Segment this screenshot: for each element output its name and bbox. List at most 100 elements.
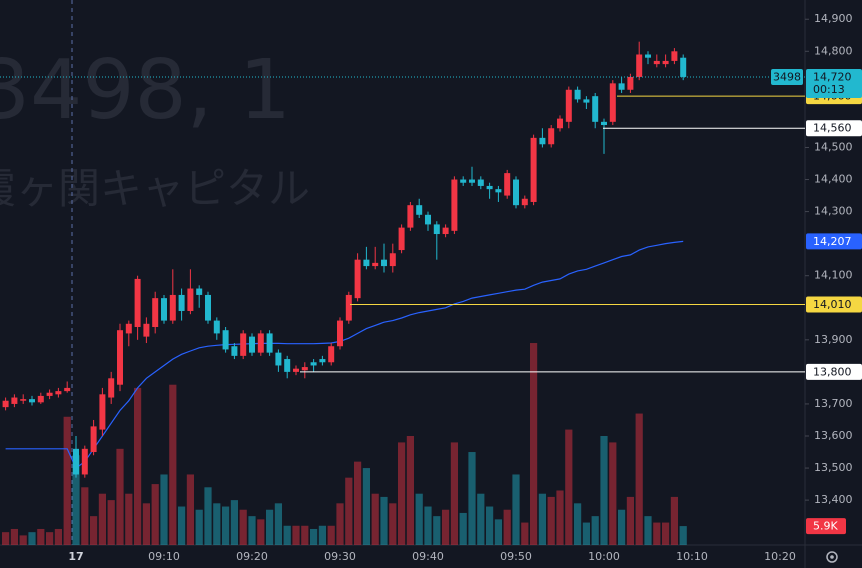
volume-bar (230, 500, 238, 545)
vwap-label-bg (806, 233, 862, 250)
candle-body (592, 96, 599, 122)
y-tick-label: 13,500 (814, 461, 853, 474)
volume-bar (222, 506, 230, 545)
volume-bar (406, 436, 414, 545)
volume-bar (310, 528, 318, 545)
candle-body (583, 99, 590, 103)
settings-icon[interactable] (826, 551, 838, 563)
candle-body (257, 333, 264, 353)
candle-body (398, 227, 405, 251)
volume-bar (459, 512, 467, 545)
last-price-label: 14,720 (813, 70, 852, 83)
volume-bar (547, 496, 555, 545)
candle-body (653, 60, 660, 65)
candle-body (240, 333, 247, 356)
candle-body (671, 51, 678, 61)
candle-body (284, 359, 291, 372)
candle-body (55, 391, 62, 395)
volume-bar (679, 526, 687, 545)
volume-bar (160, 474, 168, 545)
symbol-tag: 3498 (773, 70, 801, 83)
volume-bar (283, 525, 291, 545)
volume-label-bg (806, 518, 846, 535)
volume-bar (538, 493, 546, 545)
volume-bar (134, 387, 142, 545)
volume-bar (10, 528, 18, 545)
volume-bar (521, 522, 529, 545)
volume-bar (503, 509, 511, 545)
volume-bar (398, 442, 406, 545)
candle-body (521, 198, 528, 206)
candle-body (416, 205, 423, 215)
candle-body (574, 89, 581, 100)
volume-bar (318, 525, 326, 545)
candle-body (37, 395, 44, 403)
candle-body (196, 288, 203, 295)
volume-bar (415, 493, 423, 545)
volume-bar (257, 519, 265, 545)
candle-body (99, 394, 106, 430)
volume-bar (266, 509, 274, 545)
candle-body (354, 259, 361, 299)
volume-bar (142, 503, 150, 545)
x-tick-label: 09:30 (324, 550, 356, 563)
y-tick-label: 14,400 (814, 173, 853, 186)
y-tick-label: 14,900 (814, 12, 853, 25)
candles (2, 41, 687, 478)
candle-body (134, 278, 141, 327)
volume-bar (380, 496, 388, 545)
candle-body (213, 320, 220, 334)
candle-body (433, 224, 440, 235)
countdown: 00:13 (813, 83, 845, 96)
candle-body (275, 352, 282, 366)
volume-bar (662, 522, 670, 545)
volume-bar (556, 490, 564, 545)
volume-bar (477, 493, 485, 545)
candle-body (539, 137, 546, 145)
candle-body (152, 298, 159, 327)
candle-body (345, 294, 352, 321)
volume-bar (90, 516, 98, 545)
candle-body (662, 60, 669, 65)
vwap-label: 14,207 (813, 235, 852, 248)
volume-bar (1, 532, 10, 545)
watermark-symbol: 3498, 1 (0, 43, 291, 138)
candle-body (557, 118, 563, 129)
volume-bar (486, 506, 494, 545)
candle-body (460, 179, 467, 183)
volume-bar (530, 343, 538, 545)
candle-body (187, 288, 194, 311)
settings-gear[interactable] (826, 551, 838, 563)
symbol-tag-bg (771, 68, 803, 85)
candle-body (504, 173, 511, 196)
volume-bar (565, 429, 573, 545)
volume-bar (204, 487, 212, 545)
volume-bar (600, 436, 608, 545)
volume-bar (81, 487, 89, 545)
candle-body (636, 54, 643, 77)
candle-body (143, 323, 150, 337)
candle-body (337, 320, 343, 347)
settings-dot[interactable] (830, 555, 834, 559)
candle-body (11, 397, 18, 404)
candle-body (645, 54, 651, 58)
volume-bar (54, 528, 62, 545)
volume-bar (644, 516, 652, 545)
volume-bar (116, 448, 124, 545)
volume-bar (63, 416, 71, 545)
candle-body (425, 214, 431, 225)
volume-bar (169, 384, 177, 545)
volume-bar (248, 516, 256, 545)
candle-body (117, 330, 123, 385)
candle-body (389, 253, 396, 267)
candle-body (328, 346, 335, 363)
volume-bar (450, 442, 458, 545)
volume-bar (178, 506, 186, 545)
y-tick-label: 13,900 (814, 333, 853, 346)
candle-body (169, 294, 176, 321)
volume-bar (186, 474, 194, 545)
candle-body (363, 259, 370, 267)
volume-bar (582, 522, 590, 545)
